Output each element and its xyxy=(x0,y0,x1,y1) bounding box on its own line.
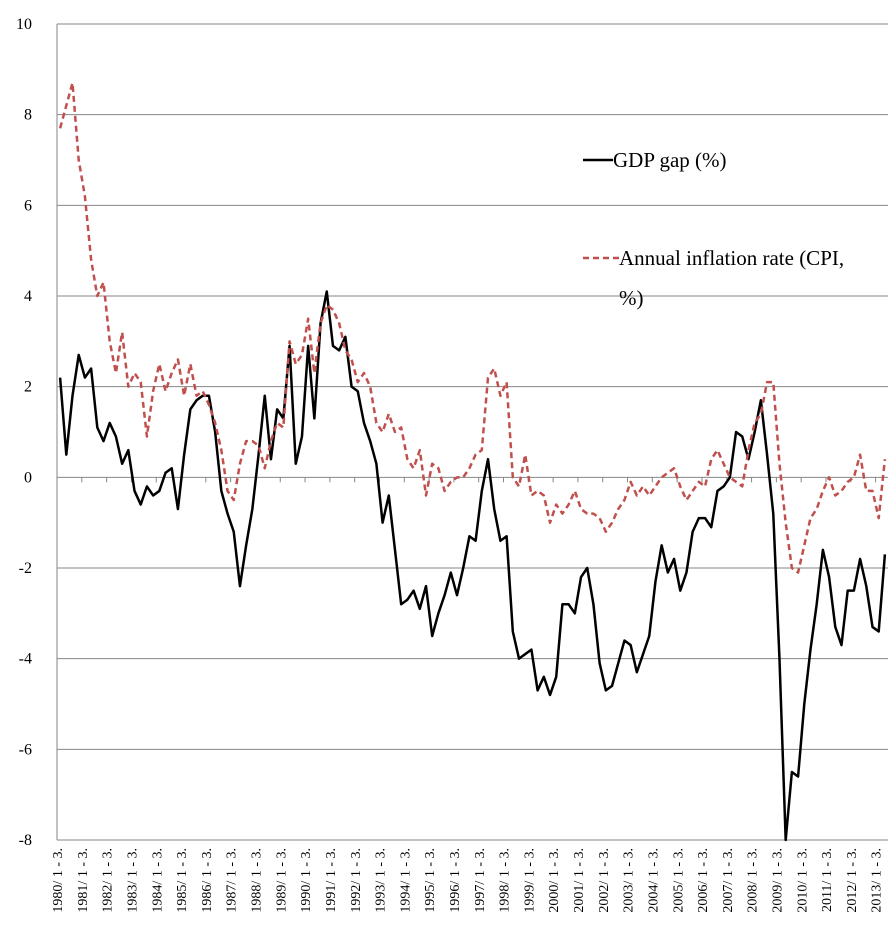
x-tick-label: 1985/ 1 - 3. xyxy=(175,848,190,913)
x-tick-label: 1988/ 1 - 3. xyxy=(250,848,265,913)
x-tick-label: 1997/ 1 - 3. xyxy=(473,848,488,913)
x-tick-label: 1996/ 1 - 3. xyxy=(448,848,463,913)
y-tick-label: 4 xyxy=(24,288,32,305)
x-tick-label: 2011/ 1 - 3. xyxy=(820,848,835,912)
y-tick-label: -4 xyxy=(19,651,32,668)
legend-swatch xyxy=(583,256,619,260)
y-tick-label: 8 xyxy=(24,107,32,124)
x-tick-label: 2012/ 1 - 3. xyxy=(845,848,860,913)
y-tick-label: -8 xyxy=(19,832,32,849)
x-tick-label: 2007/ 1 - 3. xyxy=(721,848,736,913)
x-tick-label: 1986/ 1 - 3. xyxy=(200,848,215,913)
x-tick-label: 2009/ 1 - 3. xyxy=(770,848,785,913)
legend-label: GDP gap (%) xyxy=(613,148,727,172)
legend-gdp: GDP gap (%) xyxy=(583,140,727,180)
y-tick-label: -6 xyxy=(19,741,32,758)
x-tick-label: 2003/ 1 - 3. xyxy=(622,848,637,913)
x-tick-label: 2001/ 1 - 3. xyxy=(572,848,587,913)
legend-inflation: Annual inflation rate (CPI, %) xyxy=(583,238,873,318)
y-tick-label: 0 xyxy=(24,469,32,486)
x-tick-label: 1982/ 1 - 3. xyxy=(101,848,116,913)
y-tick-label: 2 xyxy=(24,379,32,396)
x-tick-label: 1983/ 1 - 3. xyxy=(126,848,141,913)
x-tick-label: 1981/ 1 - 3. xyxy=(76,848,91,913)
x-tick-label: 1984/ 1 - 3. xyxy=(150,848,165,913)
legend-swatch xyxy=(583,158,613,162)
x-tick-label: 1991/ 1 - 3. xyxy=(324,848,339,913)
x-tick-label: 1980/ 1 - 3. xyxy=(51,848,66,913)
x-tick-label: 1994/ 1 - 3. xyxy=(398,848,413,913)
x-tick-label: 2000/ 1 - 3. xyxy=(547,848,562,913)
x-tick-label: 1989/ 1 - 3. xyxy=(274,848,289,913)
x-tick-label: 2006/ 1 - 3. xyxy=(696,848,711,913)
series-line xyxy=(58,290,887,842)
x-tick-label: 2002/ 1 - 3. xyxy=(597,848,612,913)
x-tick-label: 1992/ 1 - 3. xyxy=(349,848,364,913)
x-tick-label: 1999/ 1 - 3. xyxy=(522,848,537,913)
x-tick-label: 2008/ 1 - 3. xyxy=(746,848,761,913)
x-tick-label: 2004/ 1 - 3. xyxy=(646,848,661,913)
y-tick-label: -2 xyxy=(19,560,32,577)
x-tick-label: 1993/ 1 - 3. xyxy=(374,848,389,913)
legend-label: Annual inflation rate (CPI, %) xyxy=(619,246,845,310)
x-tick-label: 1998/ 1 - 3. xyxy=(498,848,513,913)
y-tick-label: 10 xyxy=(16,16,32,33)
x-tick-label: 2013/ 1 - 3. xyxy=(870,848,885,913)
x-tick-label: 1995/ 1 - 3. xyxy=(423,848,438,913)
x-tick-label: 1990/ 1 - 3. xyxy=(299,848,314,913)
x-tick-label: 2005/ 1 - 3. xyxy=(671,848,686,913)
x-tick-label: 1987/ 1 - 3. xyxy=(225,848,240,913)
y-tick-label: 6 xyxy=(24,197,32,214)
x-tick-label: 2010/ 1 - 3. xyxy=(795,848,810,913)
series-line xyxy=(58,81,887,574)
